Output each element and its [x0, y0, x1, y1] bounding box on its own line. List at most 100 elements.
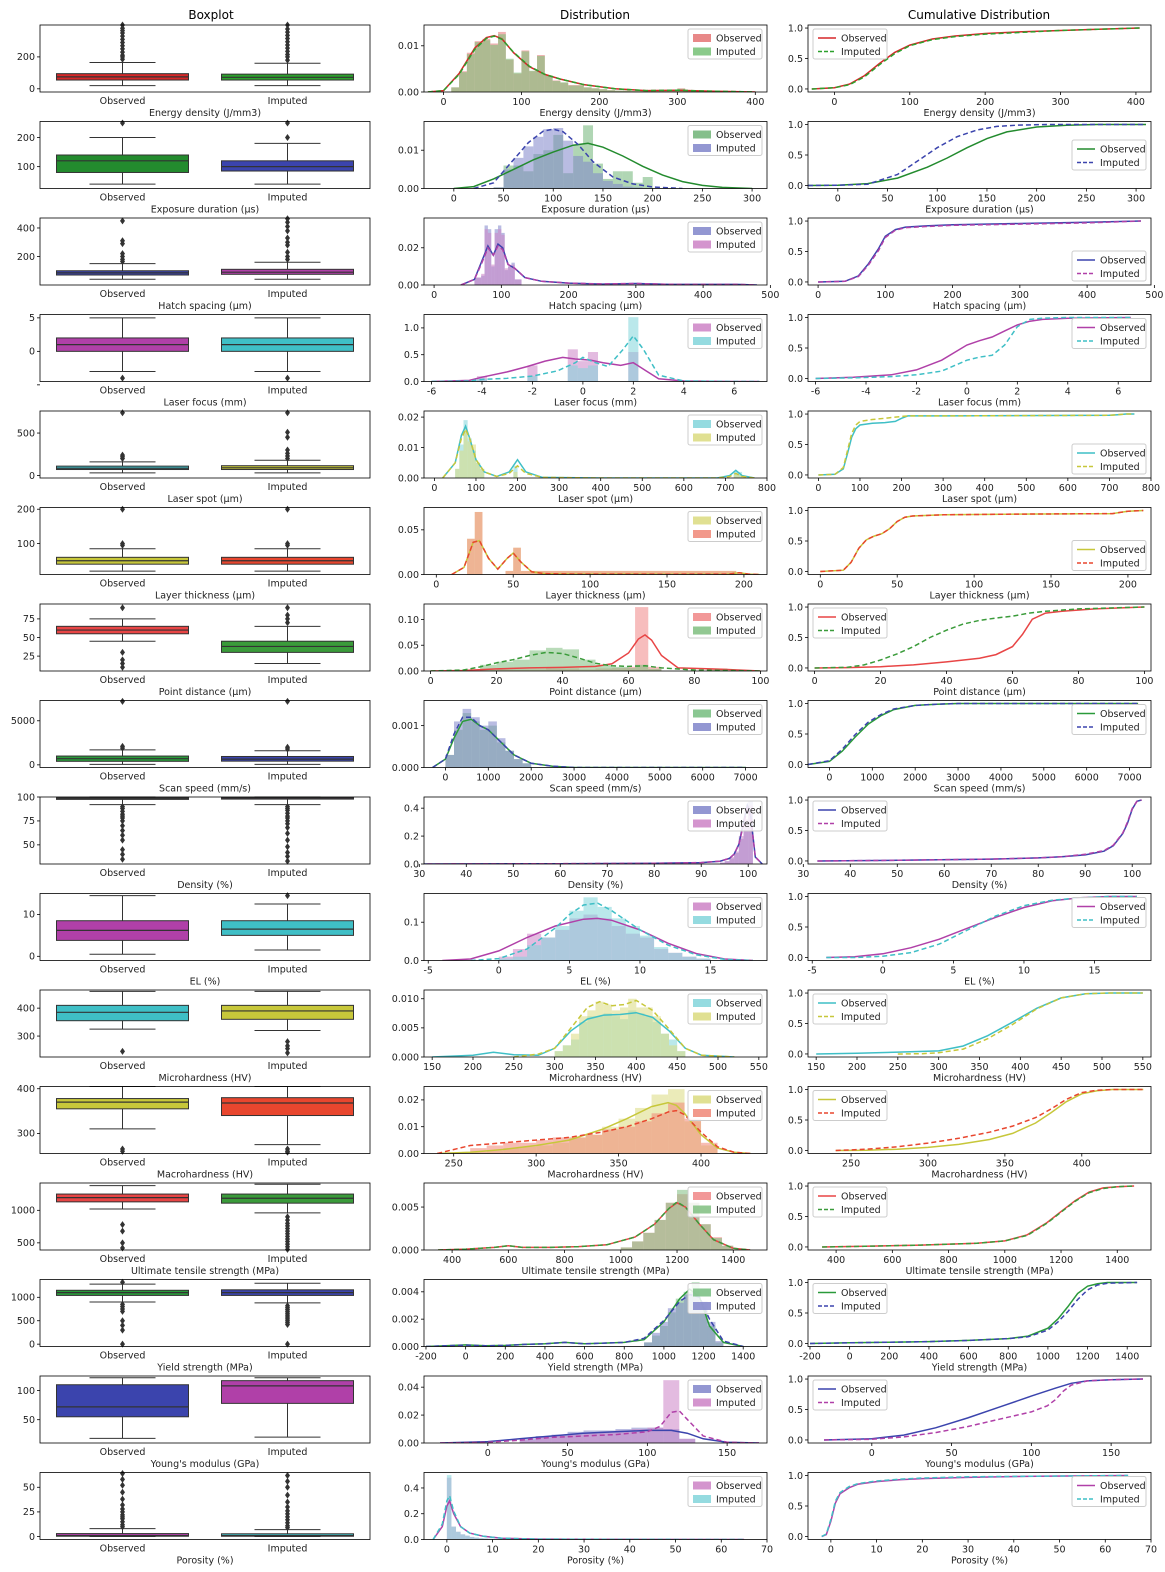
legend-label: Imputed [841, 626, 881, 637]
x-tick-label: 100 [638, 1448, 656, 1459]
histogram-bar-imputed [743, 819, 749, 864]
histogram-bar-imputed [677, 1189, 689, 1250]
x-tick-label: 2 [1014, 387, 1020, 398]
y-tick-label: 50 [23, 1483, 35, 1494]
legend-label: Imputed [716, 916, 756, 927]
x-tick-label: 0 [869, 1448, 875, 1459]
x-axis-label: Laser spot (μm) [942, 494, 1017, 505]
histogram-bar-imputed [691, 1291, 700, 1347]
kde-line-observed [439, 1429, 760, 1443]
cdf-line-imputed [807, 702, 1139, 766]
y-tick-label: 1.0 [788, 506, 803, 517]
axes-frame [423, 1375, 768, 1444]
histogram-bar-imputed [748, 805, 753, 864]
cdf-line-imputed [818, 413, 1135, 476]
y-tick-label: 0.00 [398, 1438, 419, 1449]
legend-label: Imputed [716, 723, 756, 734]
histogram-bar-imputed [508, 266, 512, 285]
axes-frame [39, 700, 371, 768]
outlier-point [120, 836, 125, 844]
x-tick-label: 350 [996, 1159, 1014, 1170]
box-observed [56, 1098, 189, 1110]
x-axis-label: Ultimate tensile strength (MPa) [521, 1266, 669, 1277]
x-tick-label: 1400 [1115, 1352, 1139, 1363]
histogram-bar-imputed [529, 650, 547, 671]
cdf-line-observed [816, 992, 1143, 1055]
x-tick-label: 2 [630, 387, 636, 398]
histogram-bar-imputed [611, 666, 629, 671]
x-axis-label: Macrohardness (HV) [157, 1170, 253, 1181]
x-tick-label: -5 [423, 966, 432, 977]
axes-frame [39, 314, 371, 382]
histogram-bar-imputed [688, 1202, 700, 1250]
outlier-point [285, 218, 290, 226]
outlier-point [120, 663, 125, 671]
histogram-bar-imputed [456, 1531, 461, 1540]
outlier-point [285, 540, 290, 548]
legend-label: Imputed [716, 1398, 756, 1409]
legend-swatch [693, 1205, 711, 1214]
x-axis-label: Laser spot (μm) [167, 494, 242, 505]
distribution: 0.0 0.1 -5 0 5 10 15 EL (%) Observed Imputed [404, 893, 768, 988]
histogram-bar-imputed [544, 75, 553, 92]
boxplot: Observed Imputed 100 200 Layer thickness (μm… [17, 505, 371, 602]
x-tick-label: 15 [1088, 966, 1100, 977]
box-observed [56, 154, 189, 173]
y-tick-label: 1.0 [788, 892, 803, 903]
y-tick-label: 0.5 [788, 922, 803, 933]
histogram-bar-imputed [529, 70, 538, 92]
y-tick-label: 0.010 [392, 994, 419, 1005]
x-axis-label: Laser spot (μm) [558, 494, 633, 505]
x-tick-label: 800 [615, 1352, 633, 1363]
x-tick-label: 800 [940, 1255, 958, 1266]
column-title-cumulative: Cumulative Distribution [908, 8, 1050, 22]
x-tick-label: 70 [1145, 1545, 1157, 1556]
y-tick-label: 1.0 [404, 323, 419, 334]
x-tick-label: 500 [761, 290, 779, 301]
histogram-bar-imputed [579, 659, 596, 671]
x-tick-label: Imputed [268, 386, 308, 397]
legend-label: Observed [841, 1095, 887, 1106]
histogram-bar-imputed [487, 232, 492, 285]
x-tick-label: Imputed [268, 579, 308, 590]
legend-label: Observed [1100, 145, 1146, 156]
histogram-bar-imputed [504, 268, 509, 285]
y-tick-label: 1.0 [788, 1278, 803, 1289]
x-tick-label: 70 [985, 869, 997, 880]
plot-area [442, 420, 755, 478]
y-tick-label: 10 [23, 910, 35, 921]
boxplot: Observed Imputed 0 500 1000 Yield strength (M… [11, 1278, 371, 1374]
outlier-point [285, 1042, 290, 1050]
x-tick-label: 100 [876, 290, 894, 301]
histogram-bar-imputed [734, 851, 739, 864]
plot-area [438, 1189, 751, 1250]
histogram-bar-imputed [478, 1538, 484, 1540]
x-tick-label: 0 [964, 387, 970, 398]
boxplot: Observed Imputed 0 10 EL (%) [23, 892, 371, 988]
legend-label: Imputed [841, 1205, 881, 1216]
x-tick-label: 2000 [519, 773, 543, 784]
x-tick-label: 200 [880, 1352, 898, 1363]
x-tick-label: 400 [536, 1352, 554, 1363]
y-tick-label: 0.5 [788, 729, 803, 740]
row-layer-thickness-m: Observed Imputed 100 200 Layer thickness (μm… [17, 505, 1152, 602]
histogram-bar-imputed [527, 945, 542, 961]
x-tick-label: 200 [892, 483, 910, 494]
legend-label: Imputed [716, 530, 756, 541]
y-tick-label: 50 [23, 1415, 35, 1426]
x-tick-label: 0 [580, 387, 586, 398]
x-tick-label: 0 [463, 1352, 469, 1363]
histogram-bar-imputed [569, 1137, 586, 1154]
y-tick-label: 0.0 [788, 663, 803, 674]
legend: Observed Imputed [687, 704, 763, 735]
histogram-bar-imputed [620, 1247, 633, 1250]
y-tick-label: 0.0 [788, 1049, 803, 1060]
legend: Observed Imputed [687, 1476, 763, 1507]
outlier-point [285, 134, 290, 142]
cumulative: 0.0 0.5 1.0 250 300 350 400 Macrohardness (HV) O… [788, 1085, 1152, 1181]
legend: Observed Imputed [687, 1186, 763, 1218]
legend-swatch [693, 530, 711, 538]
legend-label: Imputed [1100, 269, 1140, 280]
histogram-bar-imputed [465, 1535, 470, 1540]
